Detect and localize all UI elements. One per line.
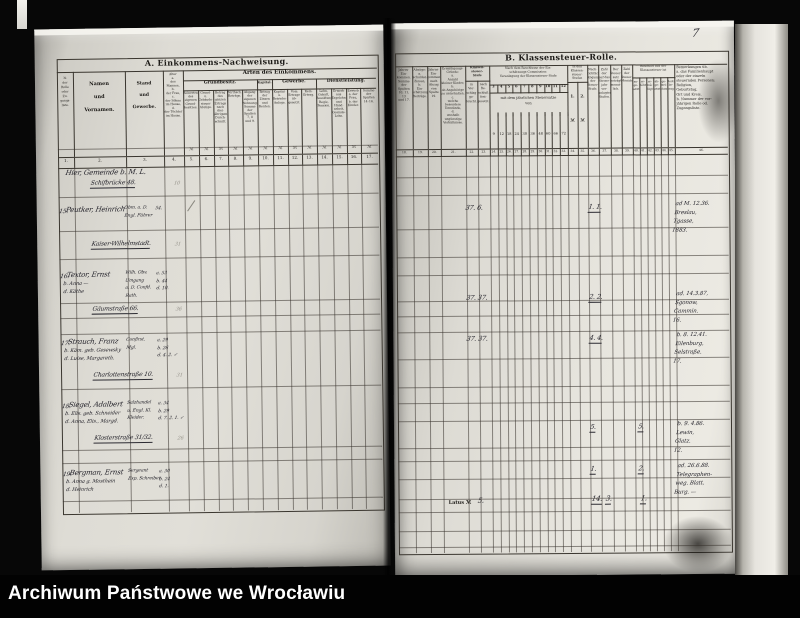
entry-bescheid-value: 5.	[637, 422, 645, 433]
entry-name-sub: d. Käthe	[62, 288, 85, 295]
currency-cell: ℳ	[227, 146, 245, 155]
entry-stufen-zahl: 2. 2.	[588, 292, 604, 303]
entry-address: Kaiser-Wilhelmstadt.	[90, 239, 152, 250]
entry-pencil-note: 26	[177, 435, 185, 442]
entry-remarks: ad M. 12.36. Breslau, Tgasse, 1883.	[671, 199, 711, 234]
entry-stand: Engl. Führer	[123, 212, 153, 218]
entry-name: Textor, Ernst	[66, 270, 111, 280]
entry-address: Klosterstraße 31/32.	[93, 433, 154, 444]
entry-name-sub: d. Heinrich	[65, 486, 95, 493]
entry-address: Charlottenstraße 10.	[92, 370, 154, 381]
entry-stufe-value: 37. 37.	[465, 293, 489, 302]
entry-remarks: b. 8. 12.41. Eilenburg, Selstraße. 17.	[672, 330, 708, 365]
entry-age: d. 4. 2. ✓	[156, 352, 178, 358]
entry-stufe-value: 37. 6.	[464, 203, 484, 212]
book-gutter	[383, 18, 396, 575]
currency-cell: ℳ	[183, 147, 201, 156]
col21-header: Ermäßigungs- Gründe: a. Anzahl kleiner K…	[440, 65, 467, 149]
currency-cell: ℳ	[367, 144, 372, 149]
entry-age: d. 7. 2. 1. ✓	[157, 415, 185, 421]
entry-age: 54.	[154, 205, 163, 211]
currency-cell: ℳ	[213, 146, 230, 155]
entry-stand: Kleider.	[126, 414, 145, 421]
column-number: 13.	[302, 154, 319, 165]
entry-name: Bergman, Ernst	[69, 468, 124, 478]
entry-address: Schifbrücke 48.	[89, 179, 137, 189]
group-commission: Nach dem Beschlusse der Ein- schätzungs-…	[489, 64, 569, 86]
entry-bescheid-value: 2.	[637, 464, 646, 475]
book-fore-edge	[735, 24, 788, 575]
entry-stufen-zahl: 1. 1.	[587, 202, 603, 213]
column-number: 6.	[199, 155, 216, 167]
entry-stufen-zahl: 1.	[589, 464, 598, 475]
group-stufe: Klassen- steuer- Stufe	[465, 65, 491, 82]
entry-age: d. 1.	[158, 483, 170, 489]
column-number: 11.	[273, 154, 290, 166]
entry-address: Gäumstraße 66.	[91, 305, 140, 315]
column-number: 16.	[347, 153, 363, 165]
currency-cell: ℳ	[301, 145, 318, 154]
left-page-einkommens-nachweisung: A. Einkommens-Nachweisung. № der Rolle od…	[34, 24, 391, 571]
group-klassen-stufen: In den Klassen- steuer- Stufen	[567, 64, 589, 83]
entry-name: Peutker, Heinrich	[65, 205, 126, 215]
column-number: 9.	[243, 155, 260, 166]
col-namen-header: Namen und Vornamen.	[72, 71, 128, 157]
col46-header: Bemerkungen üb. a. das Familienhaupt ode…	[676, 64, 716, 111]
entry-stand: Rath.	[125, 292, 138, 298]
archive-caption-bar: Archiwum Państwowe we Wrocławiu	[0, 575, 800, 618]
entry-name: Strauch, Franz	[67, 337, 119, 347]
entry-stufe-value: 37. 37.	[465, 334, 489, 343]
entry-stufen-zahl: 5.	[589, 422, 597, 433]
entry-name: Hier, Gemeinde b. M. L.	[64, 167, 147, 178]
currency-cell: ℳ	[346, 144, 362, 154]
right-page-klassensteuer-rolle: 7 Latus ℳ 5. 14. 3. 1. B. Klassensteuer-…	[390, 20, 739, 577]
currency-cell: ℳ	[242, 146, 260, 155]
currency-cell: ℳ	[287, 145, 304, 154]
page-corner-slip	[17, 0, 27, 29]
page-number: 7	[691, 26, 700, 40]
currency-cell: ℳ	[316, 145, 333, 154]
entry-pencil-note: 31	[174, 241, 182, 248]
column-number: 12.	[288, 154, 304, 165]
entry-age: d. 10.	[156, 285, 170, 291]
column-number: 3.	[126, 156, 166, 168]
column-number: 17.	[366, 154, 373, 159]
column-number: 7.	[214, 155, 230, 166]
column-number: 4.	[164, 156, 186, 167]
col18-header: Jahres- Ein- kommen. Summe der Spalten 1…	[395, 66, 414, 150]
entry-name-sub: d. Luise, Margareth.	[63, 355, 115, 362]
col-alter-header: Alter a. des Mannes, b. der Frau, c. der…	[162, 70, 186, 156]
latus-sum-b: 3.	[604, 494, 613, 505]
column-number: 5.	[184, 156, 201, 167]
subhead-cell: Summe der Spalten 14–16.	[362, 88, 375, 104]
entry-pencil-note: 31	[176, 372, 184, 379]
currency-cell: ℳ	[272, 145, 290, 155]
column-number: 10.	[258, 155, 275, 166]
currency-cell: ℳ	[198, 146, 216, 156]
entry-pencil-note: 10	[173, 180, 181, 187]
entry-stufen-zahl: 4. 4.	[588, 333, 604, 344]
column-number: 1.	[58, 157, 76, 169]
column-number: 15.	[332, 154, 349, 165]
column-number: 14.	[317, 154, 334, 165]
currency-cell: ℳ	[257, 146, 275, 155]
currency-cell: ℳ	[331, 145, 348, 154]
archive-label: Archiwum Państwowe we Wrocławiu	[8, 583, 346, 604]
entry-stand: Mgl.	[125, 344, 137, 350]
latus-label: Latus ℳ	[448, 499, 472, 506]
entry-remarks: ad. 26.6.88. Telegraphen- weg. Blatt, Bu…	[673, 461, 713, 496]
commission-satz-label: mit dem jährlichen Steuersatze von	[489, 91, 569, 113]
entry-pencil-note: 36	[175, 306, 183, 313]
col-stand-header: Stand und Gewerbe.	[124, 70, 166, 157]
column-number: 8.	[228, 155, 245, 166]
entry-name: Siegel, Adalbert	[68, 400, 124, 410]
